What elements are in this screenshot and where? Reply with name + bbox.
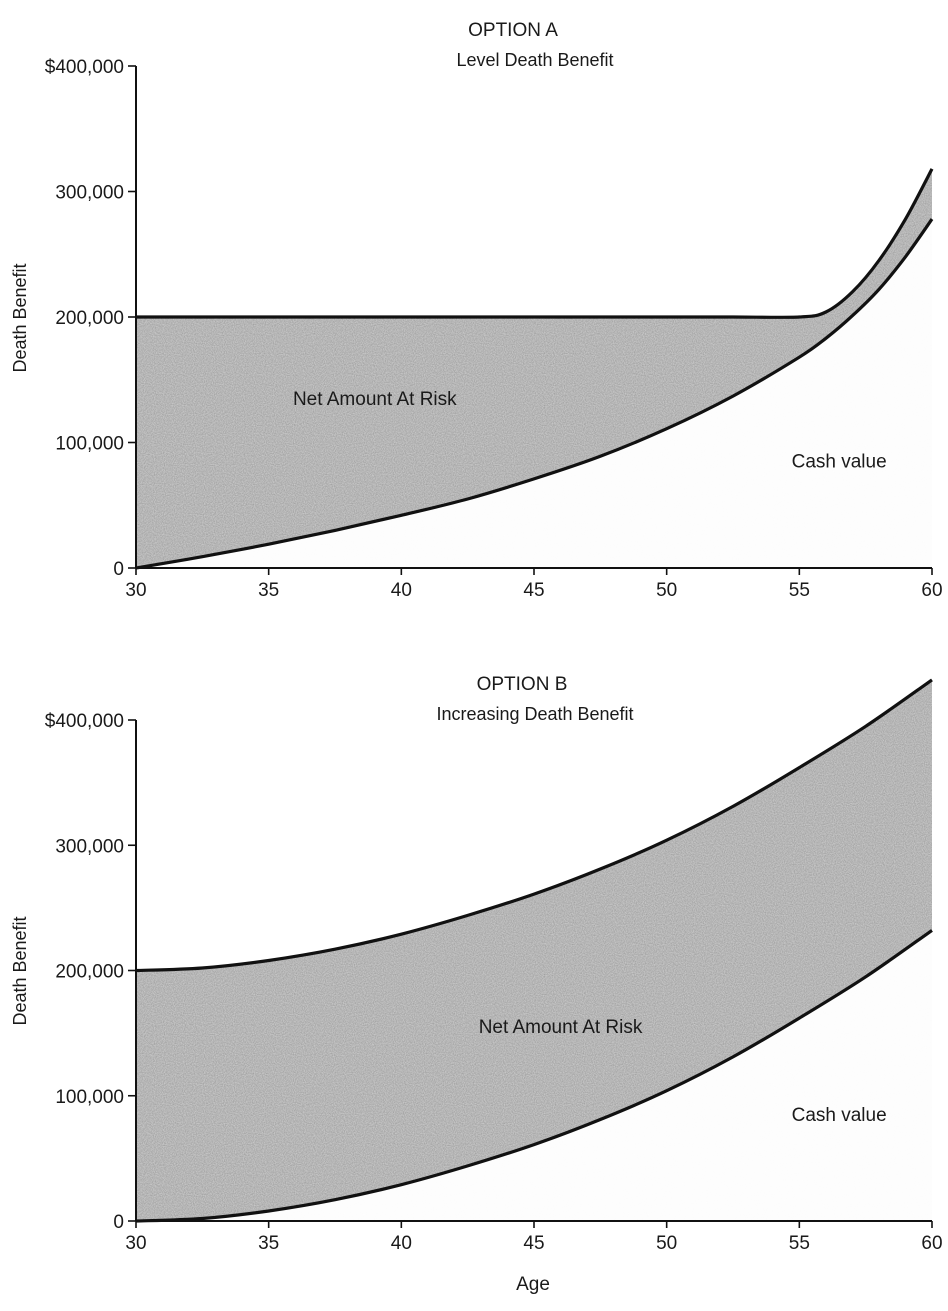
chart-a-ytick-label-2: 200,000 [55,308,124,329]
chart-a-annotation-0: Net Amount At Risk [293,389,457,410]
chart-a-title: OPTION A [468,20,558,41]
chart-b-xtick-label-2: 40 [391,1233,412,1254]
chart-a-ylabel: Death Benefit [10,263,30,372]
chart-a-xtick-label-4: 50 [656,580,677,601]
chart-b-xtick-label-3: 45 [523,1233,544,1254]
chart-a-ytick-label-4: $400,000 [45,57,124,78]
chart-a-cash-area [136,219,932,568]
chart-b-cash-area [136,930,932,1221]
chart-a-xtick-label-5: 55 [789,580,810,601]
chart-option-b: OPTION B Increasing Death Benefit Death … [10,674,943,1295]
chart-a-cash-value-line [135,218,934,570]
chart-b-annotations: Net Amount At Risk Cash value [479,1017,887,1126]
chart-b-band-layer [136,679,932,1221]
chart-b-ytick-label-3: 300,000 [55,836,124,857]
chart-a-xtick-label-0: 30 [125,580,146,601]
chart-b-ytick-label-0: 0 [113,1212,124,1233]
chart-a-xtick-label-3: 45 [523,580,544,601]
chart-b-death-benefit-line [135,678,933,973]
chart-b-subtitle: Increasing Death Benefit [436,704,633,724]
chart-a-xtick-label-1: 35 [258,580,279,601]
chart-a-curves [135,168,934,570]
chart-b-xtick-label-4: 50 [656,1233,677,1254]
chart-b-xtick-label-6: 60 [921,1233,942,1254]
chart-a-ytick-label-1: 100,000 [55,434,124,455]
chart-option-a: OPTION A Level Death Benefit Death Benef… [10,20,943,601]
chart-b-xtick-label-0: 30 [125,1233,146,1254]
chart-b-ylabel: Death Benefit [10,916,30,1025]
chart-b-xlabel: Age [516,1274,550,1295]
chart-b-xtick-label-1: 35 [258,1233,279,1254]
chart-b-ytick-label-4: $400,000 [45,711,124,732]
chart-a-annotations: Net Amount At Risk Cash value [293,389,887,473]
chart-a-subtitle: Level Death Benefit [456,50,613,70]
chart-a-ticks: 0 100,000 200,000 300,000 $400,000 30 35 40 45 50… [45,57,943,601]
chart-b-ticks: 0 100,000 200,000 300,000 $400,000 30 35 40 45 50… [45,711,943,1254]
chart-a-ytick-label-3: 300,000 [55,183,124,204]
chart-b-title: OPTION B [477,674,568,695]
chart-a-band-layer [136,168,932,568]
chart-b-xtick-label-5: 55 [789,1233,810,1254]
chart-a-xtick-label-6: 60 [921,580,942,601]
chart-b-ytick-label-2: 200,000 [55,962,124,983]
chart-a-death-benefit-line [136,168,934,319]
chart-b-cash-value-line [135,929,933,1223]
chart-b-annotation-1: Cash value [792,1105,887,1126]
chart-b-curves [135,678,933,1223]
chart-b-annotation-0: Net Amount At Risk [479,1017,643,1038]
chart-b-ytick-label-1: 100,000 [55,1087,124,1108]
chart-a-xtick-label-2: 40 [391,580,412,601]
chart-a-ytick-label-0: 0 [113,559,124,580]
chart-a-annotation-1: Cash value [792,452,887,473]
